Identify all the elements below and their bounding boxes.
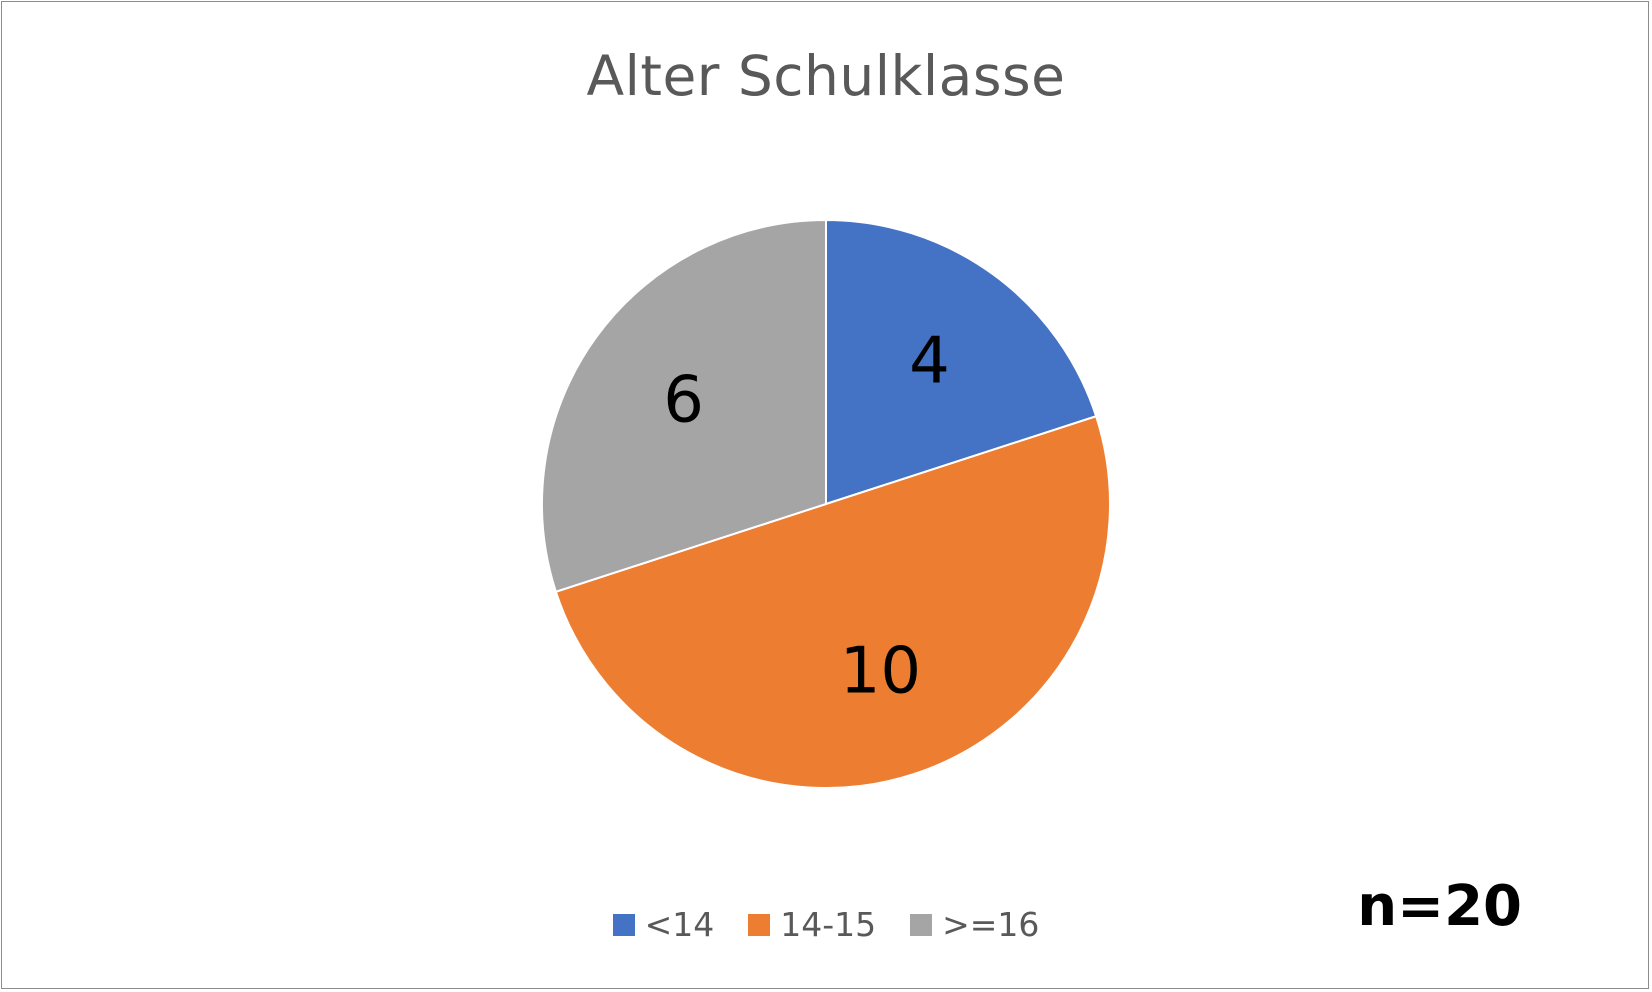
legend-swatch-gte16 [910,913,933,936]
pie-slice-gte16 [541,218,827,594]
legend-swatch-lt14 [612,913,635,936]
pie-slice-14-15 [554,414,1111,789]
data-label-14-15: 10 [840,634,921,708]
pie-slice-lt14 [825,218,1098,506]
legend-swatch-14-15 [748,913,771,936]
legend-label-gte16: >=16 [942,905,1040,944]
data-label-gte16: 6 [663,364,704,438]
legend: <14 14-15 >=16 [2,905,1650,944]
legend-label-lt14: <14 [644,905,715,944]
legend-item-lt14: <14 [612,905,715,944]
sample-size-annotation: n=20 [1357,874,1522,939]
legend-item-14-15: 14-15 [748,905,876,944]
legend-item-gte16: >=16 [910,905,1039,944]
legend-label-14-15: 14-15 [780,905,877,944]
chart-title: Alter Schulklasse [586,44,1066,108]
data-label-lt14: 4 [909,325,950,399]
